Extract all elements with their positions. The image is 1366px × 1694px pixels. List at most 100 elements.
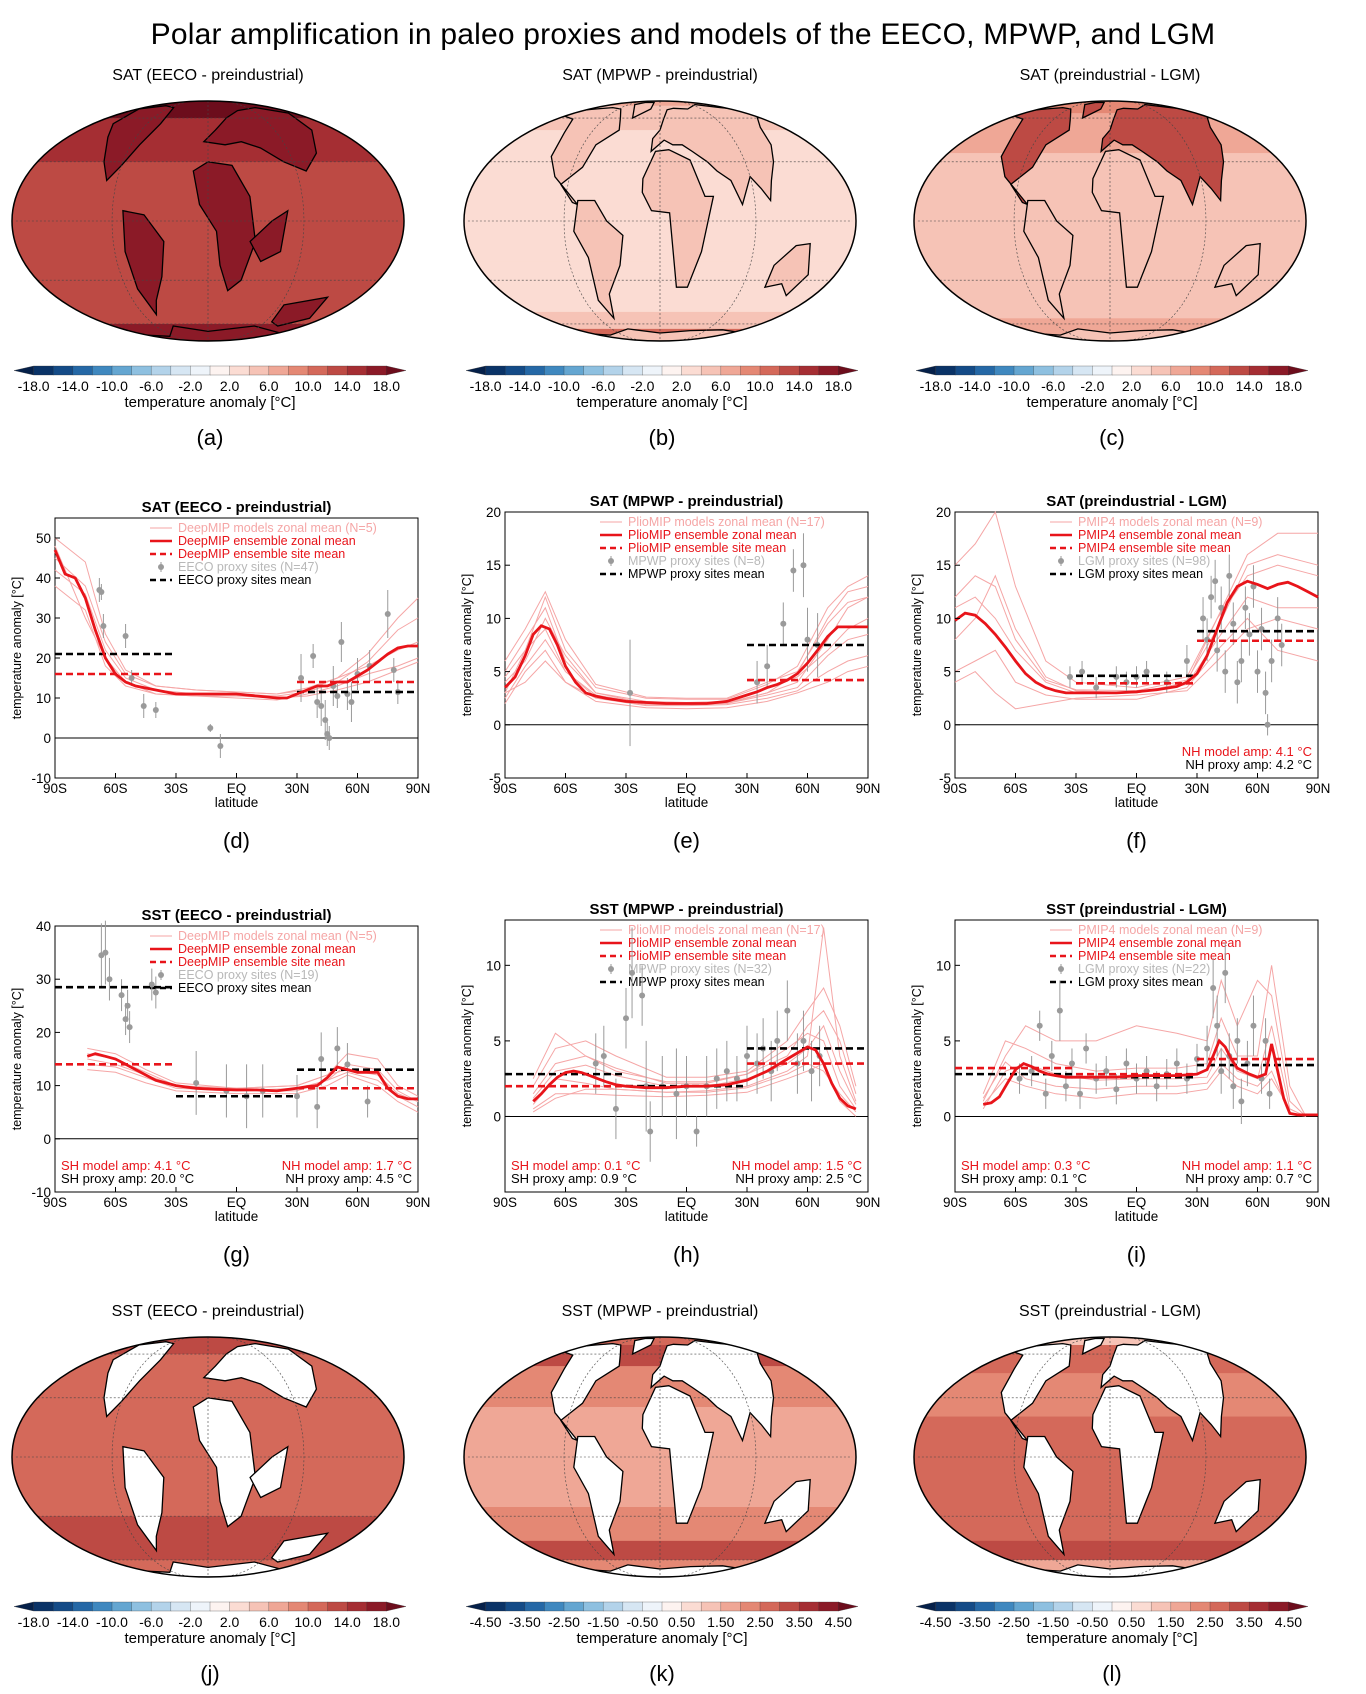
model-zonal-mean-line	[954, 510, 1318, 689]
proxy-point	[1113, 1086, 1120, 1093]
y-tick-label: -10	[31, 771, 51, 786]
colorbar-swatch	[1170, 1601, 1192, 1612]
y-axis-label: temperature anomaly [°C]	[10, 988, 24, 1131]
x-tick-label: 60S	[1003, 781, 1027, 796]
continent	[192, 1397, 257, 1528]
colorbar-swatch	[111, 1601, 133, 1612]
proxy-site	[808, 1040, 815, 1102]
y-tick-label: 15	[486, 558, 501, 573]
continent	[1100, 1339, 1225, 1443]
colorbar-swatch	[1033, 365, 1054, 376]
y-tick-label: 5	[493, 1034, 501, 1049]
proxy-site	[1036, 1010, 1043, 1041]
proxy-point	[1036, 1022, 1043, 1029]
legend-swatch	[1058, 966, 1064, 972]
colorbar-swatch	[642, 365, 663, 376]
colorbar-swatch	[799, 1601, 820, 1612]
plot-area	[54, 517, 419, 779]
proxy-point	[322, 717, 329, 723]
colorbar-swatch	[1092, 1601, 1113, 1612]
colorbar-swatch	[701, 365, 722, 376]
proxy-point	[1048, 1053, 1055, 1059]
amplification-annotation: NH proxy amp: 2.5 °C	[735, 1171, 862, 1186]
y-tick-label: 10	[486, 958, 501, 973]
proxy-site	[1214, 629, 1221, 672]
proxy-point	[1274, 615, 1281, 622]
colorbar-swatch	[661, 365, 683, 376]
panel-label: (i)	[1127, 1242, 1147, 1267]
proxy-site	[344, 1043, 351, 1086]
proxy-point	[152, 989, 159, 996]
colorbar-tick-label: 4.50	[825, 1614, 852, 1630]
colorbar-swatch	[1053, 1601, 1074, 1612]
proxy-point	[780, 620, 787, 627]
proxy-point	[390, 667, 397, 673]
legend-swatch	[1058, 558, 1064, 564]
amplification-annotation: NH model amp: 4.1 °C	[1182, 744, 1312, 759]
proxy-point	[106, 976, 113, 983]
x-axis-label: latitude	[1115, 1209, 1159, 1224]
proxy-site	[1238, 1078, 1245, 1124]
colorbar-tick-label: 6.0	[711, 378, 731, 394]
proxy-site	[784, 980, 791, 1041]
x-tick-label: 60S	[1003, 1195, 1027, 1210]
colorbar-swatch	[111, 365, 133, 376]
colorbar-swatch	[524, 1601, 546, 1612]
proxy-site	[723, 1040, 730, 1102]
proxy-site	[193, 1051, 200, 1115]
colorbar-swatch	[386, 365, 407, 376]
continent	[631, 1337, 656, 1356]
colorbar-swatch	[209, 365, 231, 376]
proxy-site	[1218, 1048, 1225, 1094]
map-panel-l: SST (preindustrial - LGM) -4.50 -3.50 -2.50…	[913, 1303, 1309, 1686]
y-axis-label: temperature anomaly [°C]	[460, 574, 474, 717]
colorbar-swatch	[1131, 365, 1152, 376]
colorbar-swatch	[505, 365, 526, 376]
x-tick-label: 30N	[285, 781, 310, 796]
proxy-point	[1066, 673, 1073, 680]
colorbar-tick-label: 2.0	[220, 378, 240, 394]
graticule-meridian	[1121, 1337, 1207, 1577]
panel-label: (j)	[200, 1661, 220, 1686]
colorbar-tick-label: -18.0	[18, 378, 50, 394]
legend-label: LGM proxy sites mean	[1078, 975, 1203, 989]
x-tick-label: 60N	[1245, 781, 1270, 796]
colorbar: -18.0 -14.0 -10.0 -6.0 -2.0 2.0 6.0 10.0 14.0 18.…	[13, 1601, 407, 1647]
proxy-point	[1250, 1022, 1257, 1029]
y-tick-label: -5	[489, 771, 501, 786]
colorbar-tick-label: -0.50	[1076, 1614, 1108, 1630]
proxy-point	[713, 1075, 720, 1082]
model-zonal-mean-line	[954, 617, 1319, 710]
colorbar-swatch	[1229, 1601, 1250, 1612]
chart-title: SST (EECO - preindustrial)	[141, 907, 331, 924]
colorbar-swatch	[1033, 1601, 1054, 1612]
colorbar-swatch	[249, 1601, 270, 1612]
map-panel-k: SST (MPWP - preindustrial) -4.50 -3.50 -2.5…	[463, 1303, 859, 1686]
continent	[1213, 1478, 1261, 1533]
model-zonal-mean-line	[982, 1061, 1306, 1117]
colorbar-tick-label: 6.0	[259, 378, 279, 394]
proxy-site	[1230, 602, 1237, 645]
model-zonal-mean-line	[982, 965, 1307, 1117]
colorbar-tick-label: -10.0	[96, 1614, 128, 1630]
proxy-point	[1183, 657, 1190, 664]
graticule-meridian	[111, 101, 197, 341]
colorbar-swatch	[366, 365, 388, 376]
x-tick-label: 60S	[103, 781, 127, 796]
proxy-site	[314, 686, 321, 718]
proxy-site	[629, 927, 636, 1019]
continent	[1023, 199, 1074, 321]
proxy-point	[1093, 684, 1100, 691]
model-zonal-mean-line	[504, 590, 869, 699]
x-tick-label: 60S	[553, 781, 577, 796]
legend-swatch	[158, 564, 164, 570]
colorbar-tick-label: 18.0	[825, 378, 852, 394]
colorbar-swatch	[366, 1601, 388, 1612]
proxy-point	[804, 636, 811, 643]
colorbar: -4.50 -3.50 -2.50 -1.50 -0.50 0.50 1.50 2.50 3.5…	[465, 1601, 859, 1647]
proxy-point	[1214, 647, 1221, 654]
colorbar-swatch	[465, 365, 486, 376]
proxy-point	[1016, 1075, 1023, 1082]
graticule-meridian	[671, 1337, 757, 1577]
x-tick-label: 30S	[164, 781, 188, 796]
